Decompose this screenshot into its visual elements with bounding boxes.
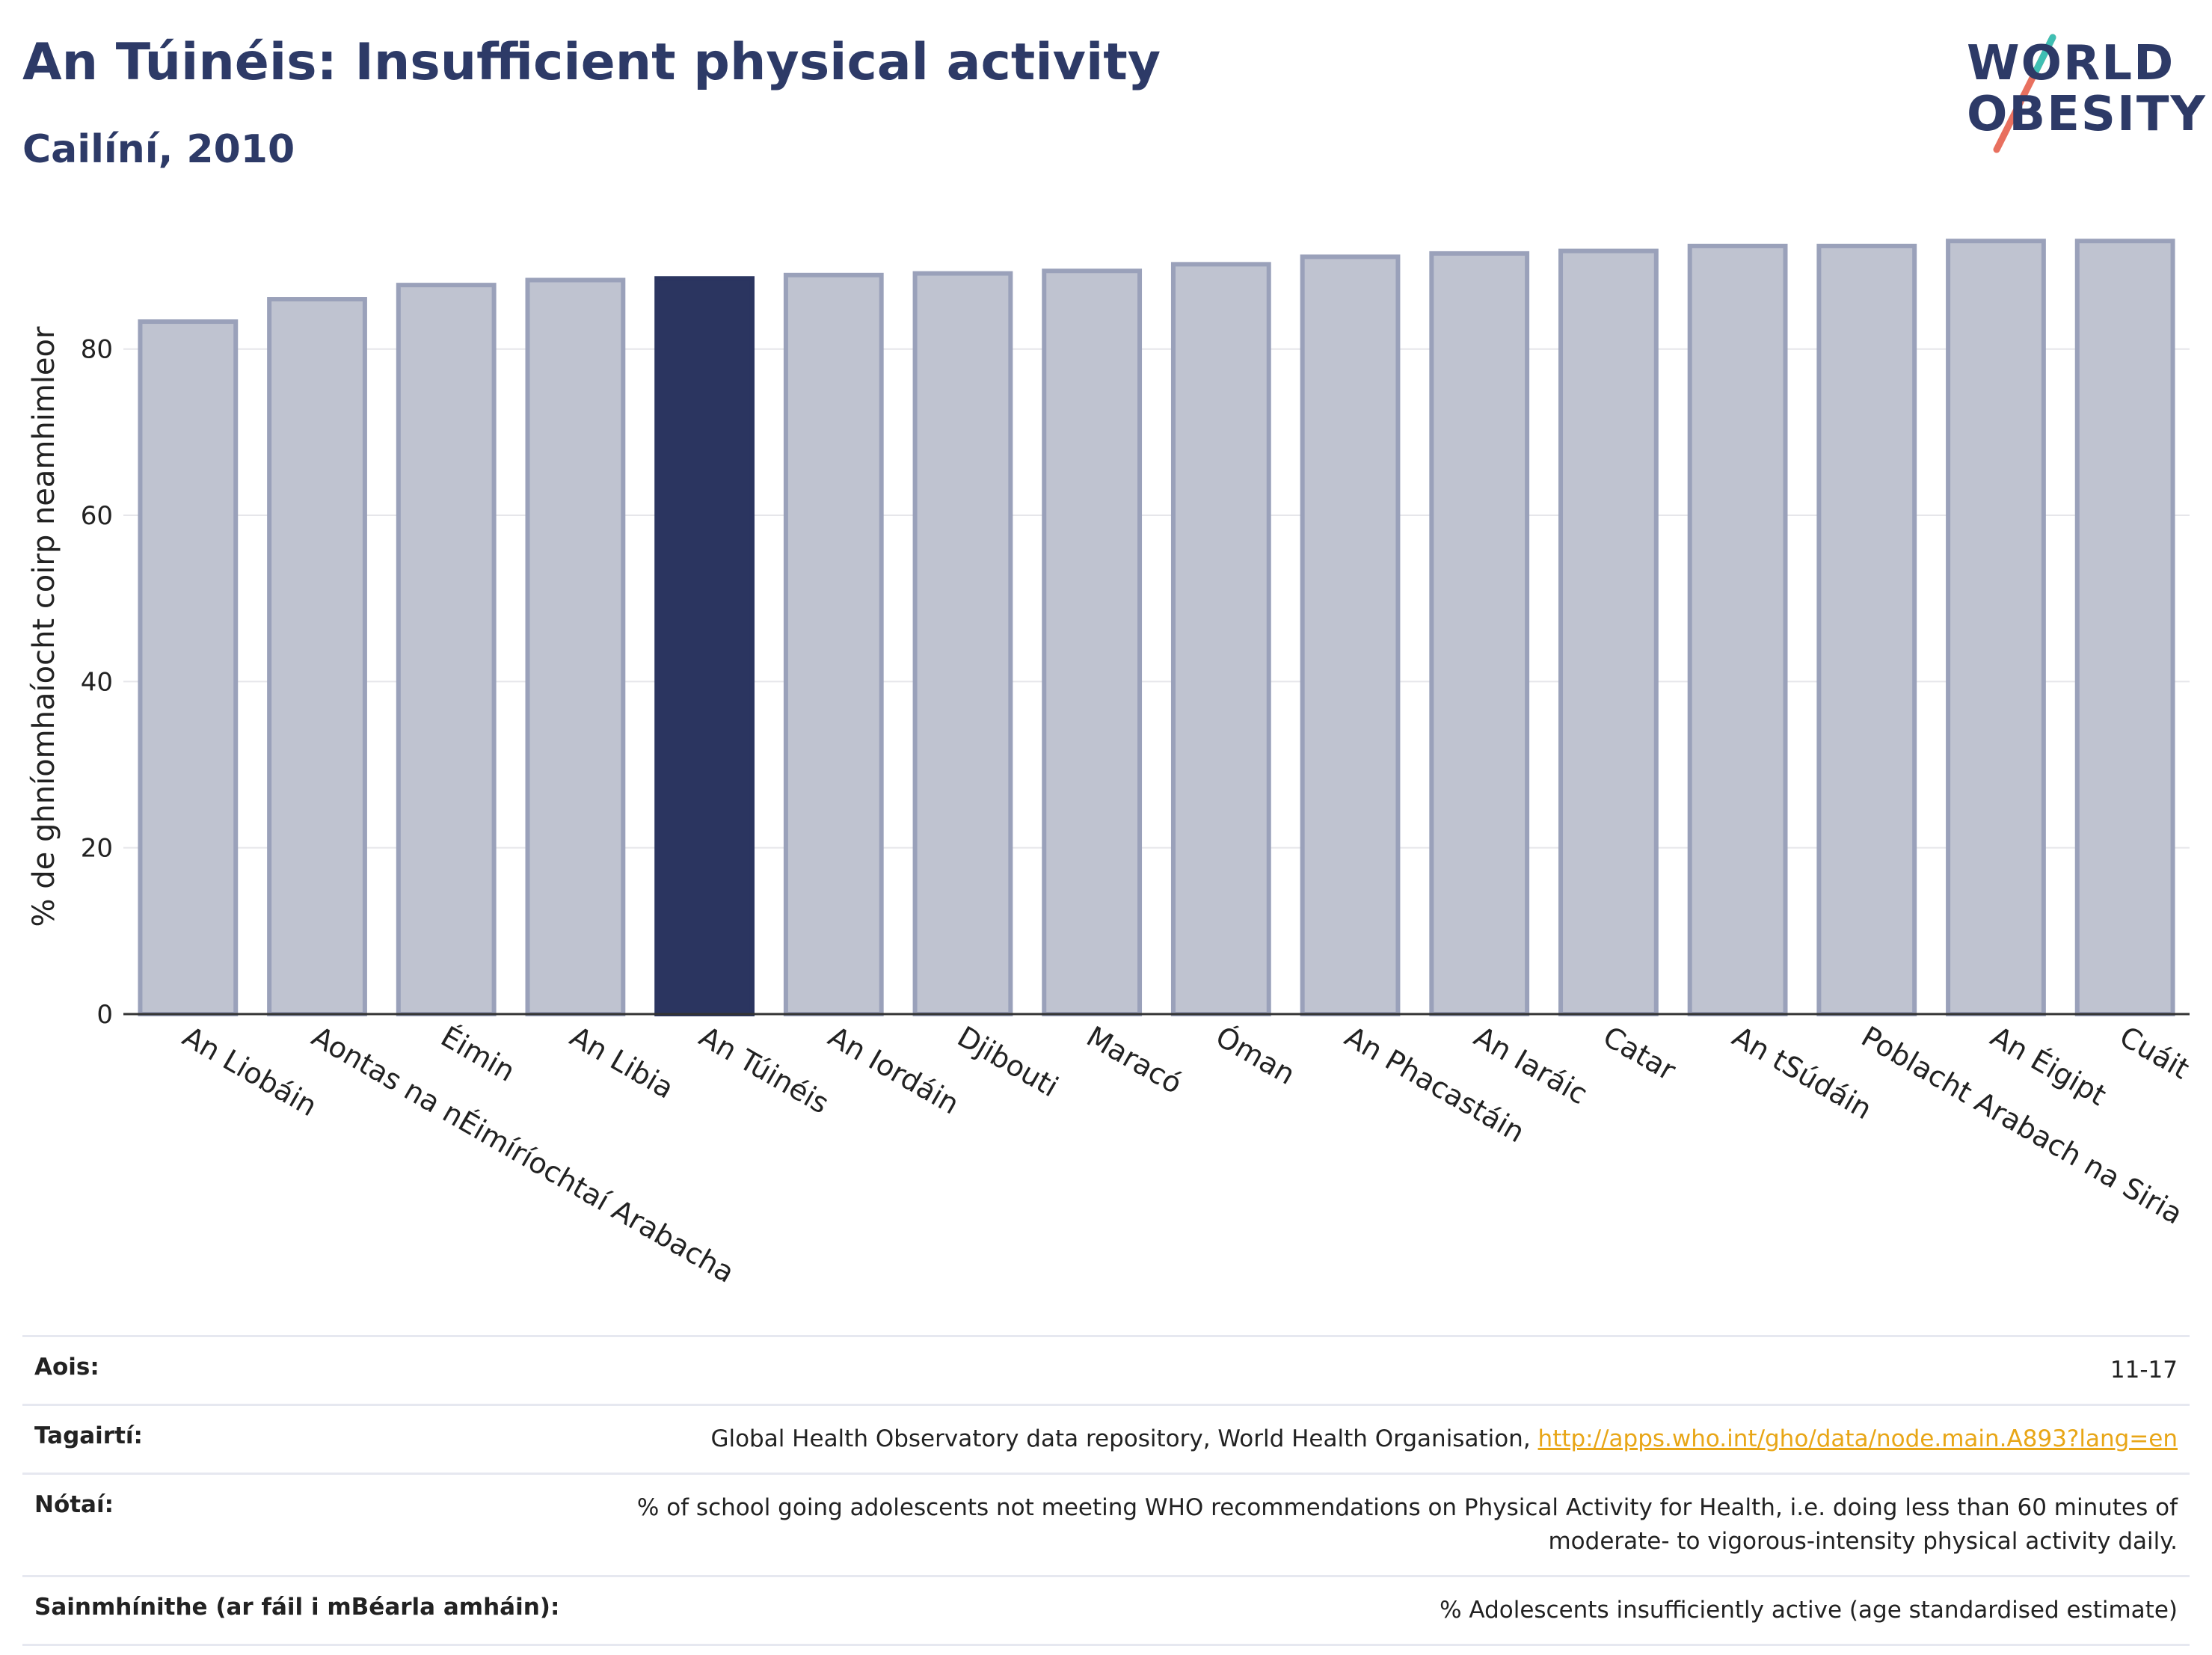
y-tick-label: 0 [96,1000,113,1030]
bar[interactable] [267,297,367,1016]
meta-row-references: Tagairtí: Global Health Observatory data… [22,1403,2190,1473]
bar[interactable] [1429,251,1530,1016]
bars [138,239,2175,1017]
meta-key-definitions: Sainmhínithe (ar fáil i mBéarla amháin): [34,1593,560,1621]
y-axis-ticks: 0 20 40 60 80 [81,335,113,1030]
bar[interactable] [396,283,497,1016]
bar[interactable] [1816,243,1917,1017]
meta-value-definitions: % Adolescents insufficiently active (age… [1440,1596,2178,1624]
meta-value-age: 11-17 [2110,1357,2178,1384]
bar[interactable] [1558,248,1659,1016]
bar[interactable] [2074,239,2175,1016]
x-tick-label: An tSúdáin [1727,1020,1878,1126]
x-tick-label: An Liobáin [177,1020,323,1123]
bar[interactable] [525,277,626,1017]
x-tick-label: An Iordáin [823,1020,965,1121]
y-tick-label: 40 [81,667,113,697]
meta-row-notes: Nótaí: % of school going adolescents not… [22,1472,2190,1575]
meta-key-age: Aois: [34,1354,99,1381]
y-axis-label: % de ghníomhaíocht coirp neamhimleor [27,326,61,927]
bar[interactable] [912,271,1013,1017]
chart-subtitle: Cailíní, 2010 [22,127,295,172]
meta-value-notes: % of school going adolescents not meetin… [637,1491,2178,1559]
bar[interactable] [1170,262,1271,1017]
x-tick-label: Djibouti [952,1020,1064,1104]
meta-value-references: Global Health Observatory data repositor… [710,1422,2178,1456]
chart-title: An Túinéis: Insufficient physical activi… [22,33,1161,92]
x-tick-label: Éimin [435,1020,520,1088]
bar[interactable] [1946,239,2046,1016]
x-tick-label: An Libia [565,1020,680,1105]
meta-key-notes: Nótaí: [34,1490,114,1518]
y-tick-label: 60 [81,501,113,531]
bar[interactable] [783,272,884,1016]
meta-key-references: Tagairtí: [34,1422,143,1449]
notes-line-2: moderate- to vigorous-intensity physical… [1548,1527,2178,1555]
bar[interactable] [1300,254,1401,1017]
logo-text-world: WORLD [1967,36,2175,91]
meta-row-definitions: Sainmhínithe (ar fáil i mBéarla amháin):… [22,1574,2190,1646]
x-tick-label: Óman [1210,1020,1300,1091]
bar[interactable] [138,319,239,1016]
x-tick-label: Catar [1597,1020,1681,1087]
world-obesity-logo: WORLD OBESITY [1944,22,2205,157]
logo-slash-icon [1993,34,2056,153]
meta-row-age: Aois: 11-17 [22,1335,2190,1404]
x-tick-label: An Túinéis [694,1020,835,1120]
metadata-table: Aois: 11-17 Tagairtí: Global Health Obse… [22,1335,2190,1646]
logo-text-obesity: OBESITY [1967,87,2207,142]
bar[interactable] [1687,243,1788,1017]
y-tick-label: 20 [81,834,113,864]
y-tick-label: 80 [81,335,113,365]
x-tick-label: Maracó [1081,1020,1188,1101]
x-tick-label: Cuáit [2114,1020,2195,1086]
reference-link[interactable]: http://apps.who.int/gho/data/node.main.A… [1537,1425,2178,1452]
x-tick-label: Aontas na nÉimíríochtaí Arabacha [307,1020,740,1289]
notes-line-1: % of school going adolescents not meetin… [636,1493,2178,1521]
reference-text: Global Health Observatory data repositor… [710,1425,1538,1452]
bar[interactable] [1042,268,1143,1016]
bar-highlighted[interactable] [654,276,755,1016]
